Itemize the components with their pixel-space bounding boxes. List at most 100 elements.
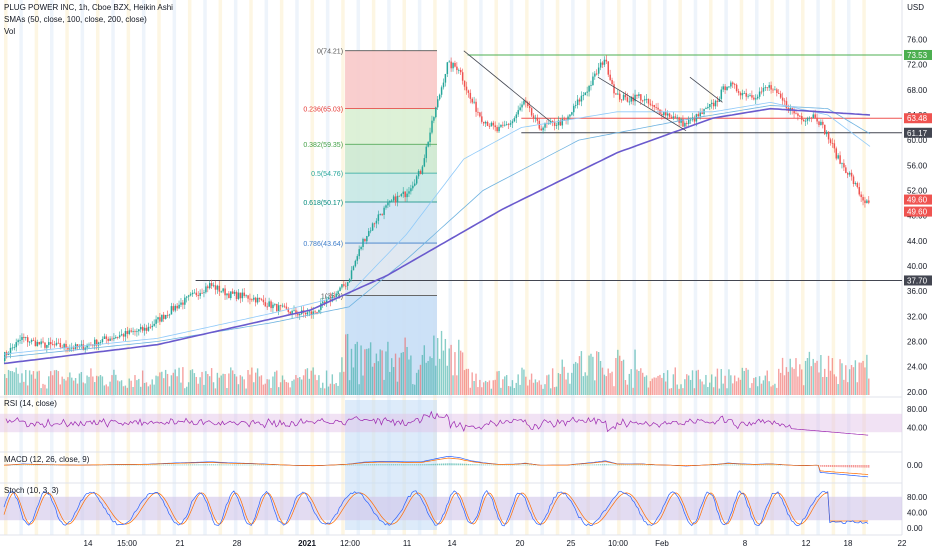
volume-bar: [32, 371, 35, 395]
macd-histogram-bar: [822, 465, 824, 467]
macd-histogram-bar: [492, 464, 494, 466]
candle: [471, 98, 473, 103]
volume-bar: [437, 338, 439, 395]
volume-bar: [205, 371, 207, 395]
volume-bar: [701, 381, 703, 395]
volume-bar: [308, 378, 311, 395]
candle: [563, 118, 565, 120]
volume-bar: [34, 378, 37, 395]
volume-bar: [827, 355, 830, 395]
volume-bar: [536, 382, 539, 395]
volume-bar: [829, 370, 832, 395]
candle: [153, 323, 155, 326]
volume-bar: [371, 366, 374, 395]
rsi-tick-label: 40.00: [907, 424, 928, 433]
candle: [726, 86, 728, 90]
volume-bar: [17, 373, 19, 395]
macd-histogram-bar: [379, 464, 381, 466]
volume-bar: [624, 380, 627, 395]
volume-bar: [304, 369, 307, 395]
candle: [287, 308, 290, 312]
volume-bar: [663, 373, 665, 395]
macd-histogram-bar: [253, 464, 255, 466]
volume-bar: [53, 370, 56, 395]
volume-bar: [94, 382, 96, 395]
volume-bar: [201, 371, 203, 395]
candle: [26, 337, 29, 343]
candle: [868, 200, 870, 203]
macd-histogram-bar: [243, 464, 245, 466]
candle: [640, 94, 642, 101]
volume-bar: [19, 382, 21, 395]
macd-histogram-bar: [607, 464, 609, 466]
macd-histogram-bar: [258, 464, 261, 466]
candle: [755, 98, 757, 100]
candle: [262, 299, 265, 303]
macd-histogram-bar: [624, 464, 627, 466]
candle: [251, 299, 253, 301]
volume-bar: [237, 384, 240, 395]
macd-histogram-bar: [364, 464, 366, 466]
candle: [795, 113, 797, 115]
candle: [596, 73, 598, 75]
macd-histogram-bar: [642, 464, 644, 466]
macd-histogram-bar: [866, 465, 868, 468]
macd-histogram-bar: [521, 464, 523, 466]
volume-bar: [358, 384, 360, 395]
candle: [57, 342, 60, 344]
candle: [391, 200, 393, 202]
candle: [203, 292, 205, 294]
volume-bar: [279, 382, 282, 395]
session-stripe: [19, 0, 23, 535]
session-stripe: [310, 0, 315, 535]
candle: [44, 342, 46, 348]
session-stripe: [801, 0, 805, 535]
macd-histogram-bar: [475, 464, 477, 466]
macd-histogram-bar: [385, 464, 387, 466]
candle: [686, 122, 688, 124]
candle: [661, 114, 663, 116]
macd-histogram-bar: [161, 464, 163, 466]
candle: [115, 337, 117, 338]
volume-bar: [858, 362, 860, 395]
candle: [350, 270, 353, 280]
volume-bar: [567, 372, 569, 395]
volume-bar: [90, 368, 92, 395]
candle: [716, 100, 719, 102]
candle: [687, 119, 690, 124]
volume-bar: [490, 388, 493, 395]
volume-bar: [392, 367, 395, 395]
candle: [812, 114, 815, 119]
session-stripe: [647, 0, 652, 535]
volume-bar: [297, 377, 299, 395]
candle: [785, 101, 788, 109]
candle: [318, 309, 320, 313]
macd-histogram-bar: [178, 464, 180, 466]
macd-histogram-bar: [155, 464, 157, 466]
volume-bar: [174, 369, 176, 395]
volume-bar: [465, 368, 468, 395]
candle: [151, 325, 154, 328]
volume-bar: [425, 362, 427, 395]
candle: [379, 214, 382, 216]
macd-histogram-bar: [766, 464, 768, 466]
x-tick-label: 21: [176, 539, 185, 548]
volume-bar: [735, 381, 738, 395]
volume-bar: [59, 384, 61, 395]
session-stripe: [571, 0, 575, 535]
macd-histogram-bar: [467, 463, 469, 466]
candle: [157, 317, 159, 320]
candle: [697, 114, 700, 117]
candle: [747, 95, 749, 97]
candle: [147, 326, 150, 331]
macd-histogram-bar: [414, 464, 416, 466]
macd-histogram-bar: [588, 464, 590, 466]
session-stripe: [463, 0, 468, 535]
candle: [224, 288, 226, 296]
macd-histogram-bar: [768, 464, 770, 466]
candle: [799, 115, 801, 117]
candle: [442, 82, 445, 88]
macd-histogram-bar: [438, 463, 441, 466]
candle: [172, 306, 175, 311]
